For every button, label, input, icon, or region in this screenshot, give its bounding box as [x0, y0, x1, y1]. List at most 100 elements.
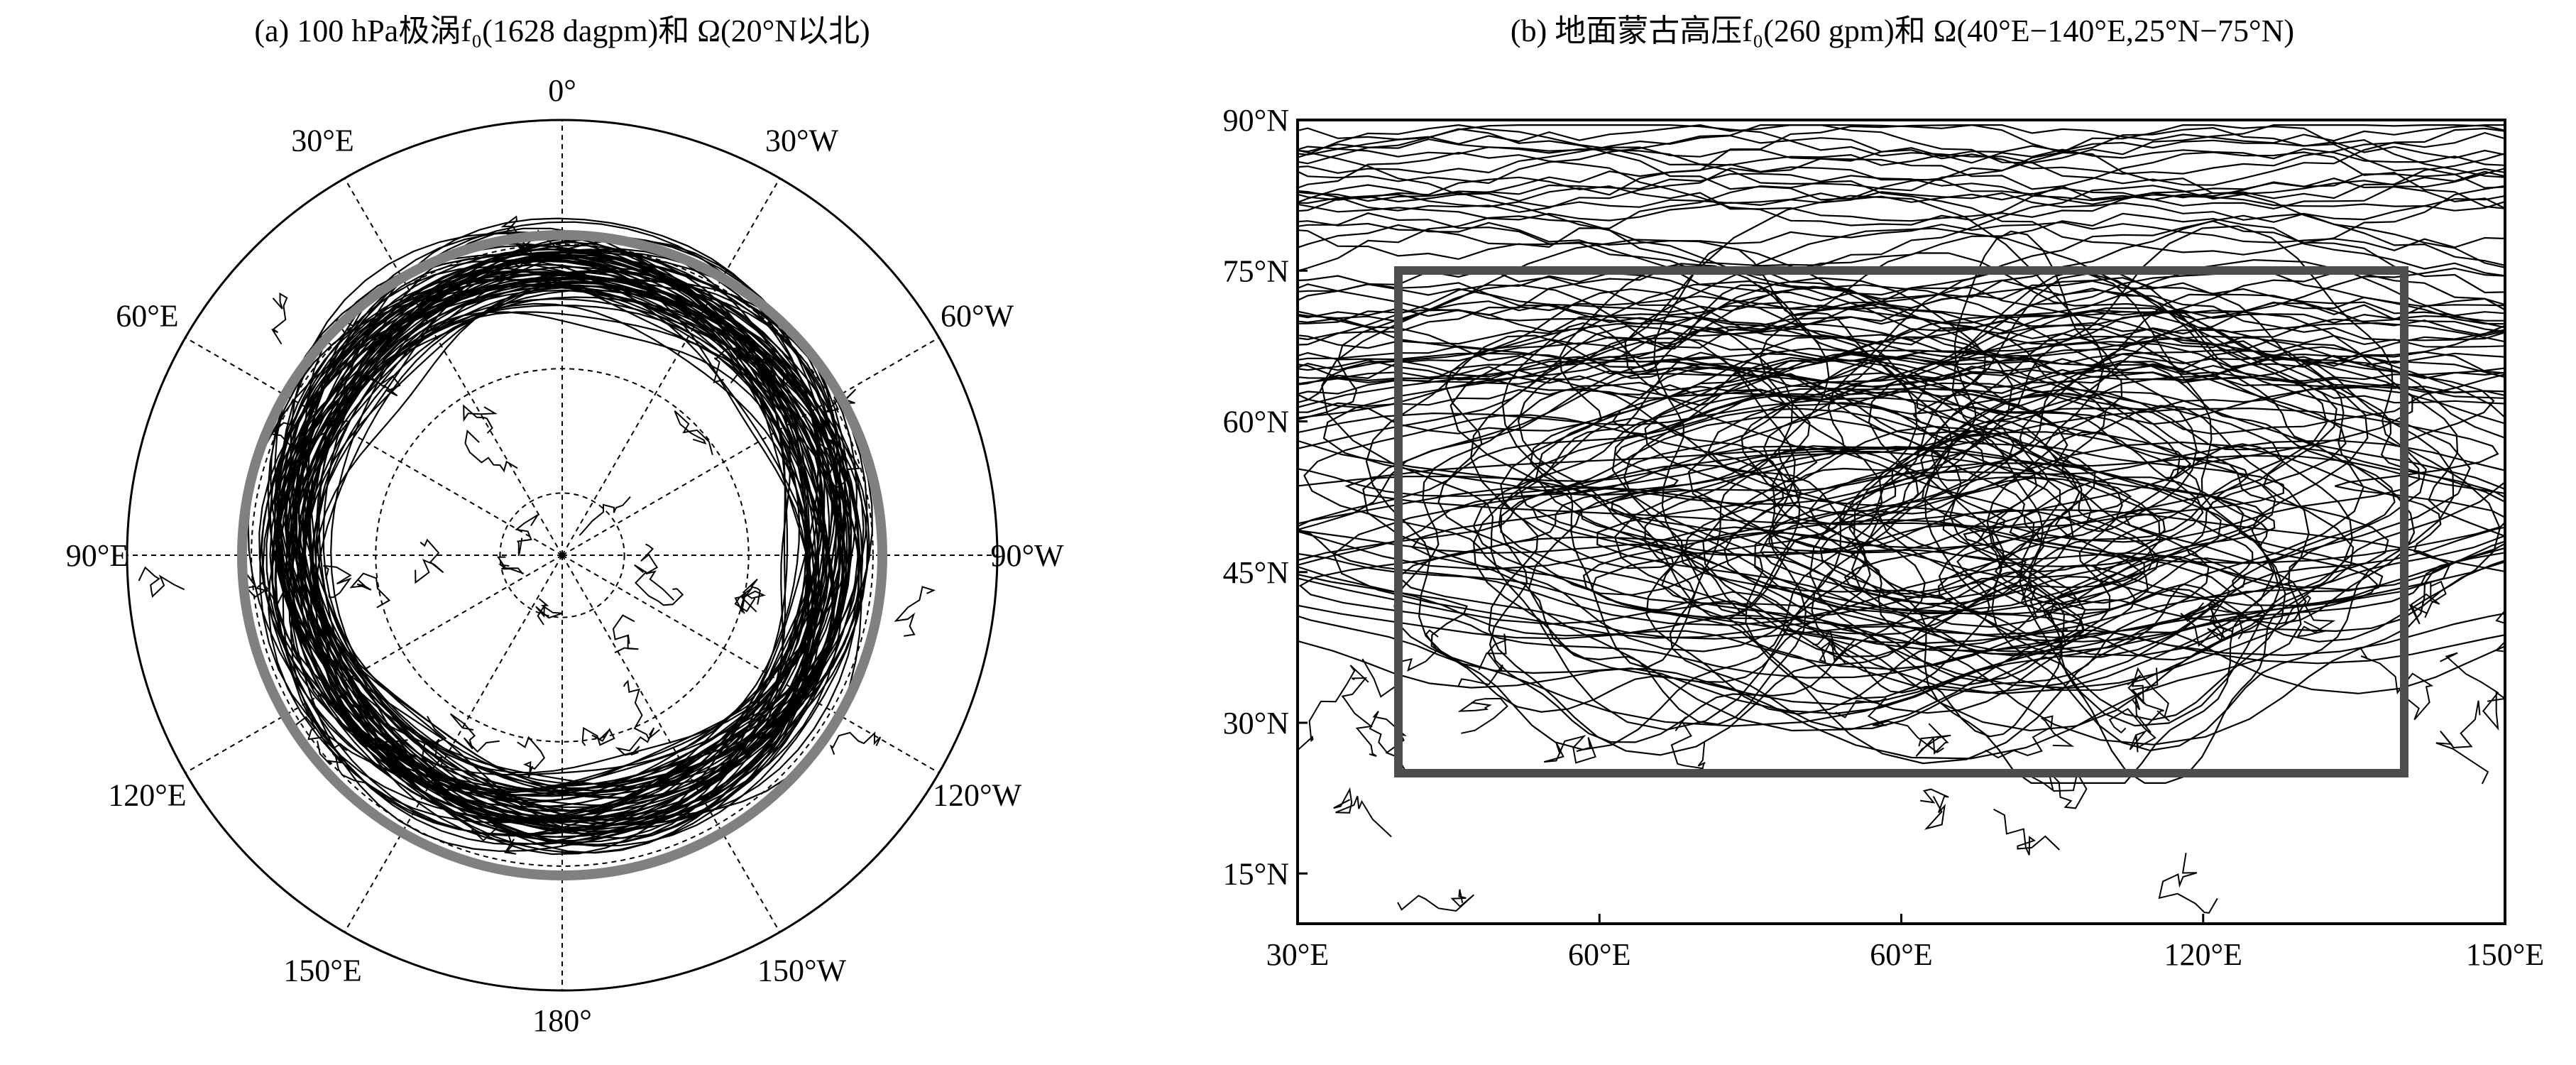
- pressure-contour: [1623, 376, 2161, 715]
- coastline: [2408, 580, 2447, 625]
- pressure-contour: [1298, 445, 2085, 706]
- coastline: [623, 679, 661, 740]
- vortex-contour: [259, 239, 873, 807]
- pressure-contour: [1611, 431, 2276, 568]
- coastline: [894, 586, 936, 637]
- vortex-contours: [247, 217, 873, 856]
- y-tick-label: 45°N: [1223, 555, 1289, 590]
- pressure-contour: [1298, 220, 2505, 251]
- pressure-contour: [1298, 192, 2505, 208]
- y-tick-label: 15°N: [1223, 856, 1289, 891]
- y-tick-label: 75°N: [1223, 253, 1289, 288]
- high-pressure-contours: [1298, 124, 2505, 784]
- meridian-line: [185, 555, 563, 774]
- vortex-contour: [302, 302, 807, 796]
- pressure-contour: [1949, 293, 2416, 626]
- pressure-contour: [1298, 170, 2505, 203]
- longitude-label: 60°E: [116, 299, 178, 334]
- polar-gridlines: [127, 120, 997, 990]
- pressure-contour: [1298, 212, 2505, 277]
- pressure-contour: [1298, 124, 2505, 192]
- pressure-contour: [1500, 425, 2081, 700]
- pressure-contour: [1986, 431, 2354, 784]
- vortex-contour: [322, 285, 814, 839]
- coastline: [581, 726, 615, 746]
- vortex-contour: [285, 289, 825, 788]
- coastline: [535, 598, 563, 626]
- pressure-contour: [1920, 388, 2505, 658]
- panel-a-title: (a) 100 hPa极涡f₀(1628 dagpm)和 Ω(20°N以北): [254, 13, 870, 48]
- longitude-label: 150°E: [283, 954, 361, 988]
- longitude-label: 120°E: [108, 778, 186, 813]
- coastline: [463, 404, 498, 434]
- coastline: [674, 410, 713, 455]
- omega-box: [1394, 266, 2408, 777]
- coastline: [640, 543, 675, 601]
- axis-ticks: 90°N 75°N 60°N 45°N 30°N 15°N 30°E 60°E 60°E 120°…: [1223, 103, 2545, 972]
- y-tick-label: 30°N: [1223, 706, 1289, 741]
- coastline: [1397, 889, 1475, 912]
- pressure-contour: [1531, 446, 2505, 655]
- longitude-label: 30°W: [765, 123, 839, 158]
- vortex-contour: [276, 260, 860, 826]
- panel-b-map: 90°N 75°N 60°N 45°N 30°N 15°N 30°E 60°E 60°E 120°…: [1223, 103, 2545, 972]
- vortex-contour: [303, 284, 801, 776]
- vortex-contour: [285, 277, 845, 808]
- coastline: [471, 823, 517, 855]
- pressure-contour: [1298, 383, 2505, 415]
- meridian-line: [344, 178, 563, 556]
- pressure-contour: [1298, 354, 2505, 401]
- pressure-contour: [1393, 388, 1871, 713]
- coastline: [579, 496, 631, 536]
- vortex-contour: [316, 268, 823, 799]
- omega-circle: [237, 230, 887, 880]
- pressure-contour: [1851, 289, 2505, 692]
- pressure-contour: [1843, 476, 2379, 622]
- coastline: [1915, 723, 1951, 757]
- coastline: [449, 713, 500, 753]
- pressure-contour: [1596, 439, 2505, 657]
- pressure-contour: [1298, 300, 2505, 340]
- pressure-contour: [1501, 322, 1794, 669]
- latitude-circle: [251, 244, 874, 867]
- pressure-contour: [1298, 450, 2132, 620]
- panel-b-title: (b) 地面蒙古高压f₀(260 gpm)和 Ω(40°E−140°E,25°N…: [1511, 13, 2294, 48]
- coastline: [2108, 708, 2156, 753]
- vortex-contour: [258, 279, 838, 804]
- coastline: [741, 578, 766, 613]
- longitude-label: 60°W: [941, 299, 1014, 334]
- pressure-contour: [1298, 356, 2086, 715]
- longitude-label: 180°: [532, 1003, 592, 1038]
- vortex-contour: [318, 248, 820, 854]
- pressure-contour: [1303, 393, 1985, 652]
- pressure-contour: [1613, 267, 2505, 627]
- pressure-contour: [1723, 356, 2276, 636]
- coastline: [464, 429, 518, 473]
- pressure-contour: [1759, 252, 2328, 600]
- coastline: [2359, 647, 2433, 721]
- x-tick-label: 120°E: [2164, 937, 2242, 972]
- pressure-contour: [1411, 462, 2266, 636]
- coastline: [1457, 633, 1507, 687]
- coastline: [349, 572, 391, 608]
- meridian-line: [561, 178, 781, 556]
- pressure-contour: [1535, 307, 2369, 732]
- meridian-line: [185, 337, 563, 556]
- pressure-contour: [1298, 275, 2505, 317]
- meridian-line: [561, 337, 940, 556]
- pressure-contour: [1344, 407, 2505, 564]
- coastline: [238, 564, 285, 607]
- coastline: [2440, 652, 2505, 731]
- coastline: [1457, 697, 1508, 734]
- pressure-contour: [1397, 446, 2384, 643]
- coastline: [2284, 594, 2336, 638]
- coastline: [1543, 735, 1596, 764]
- pressure-contour: [1298, 176, 2505, 222]
- coastline: [138, 566, 185, 598]
- x-tick-label: 60°E: [1568, 937, 1630, 972]
- x-tick-label: 30°E: [1266, 937, 1329, 972]
- pressure-contour: [1298, 322, 2505, 383]
- pressure-contour: [1437, 288, 2015, 596]
- pressure-contour: [1298, 317, 2505, 379]
